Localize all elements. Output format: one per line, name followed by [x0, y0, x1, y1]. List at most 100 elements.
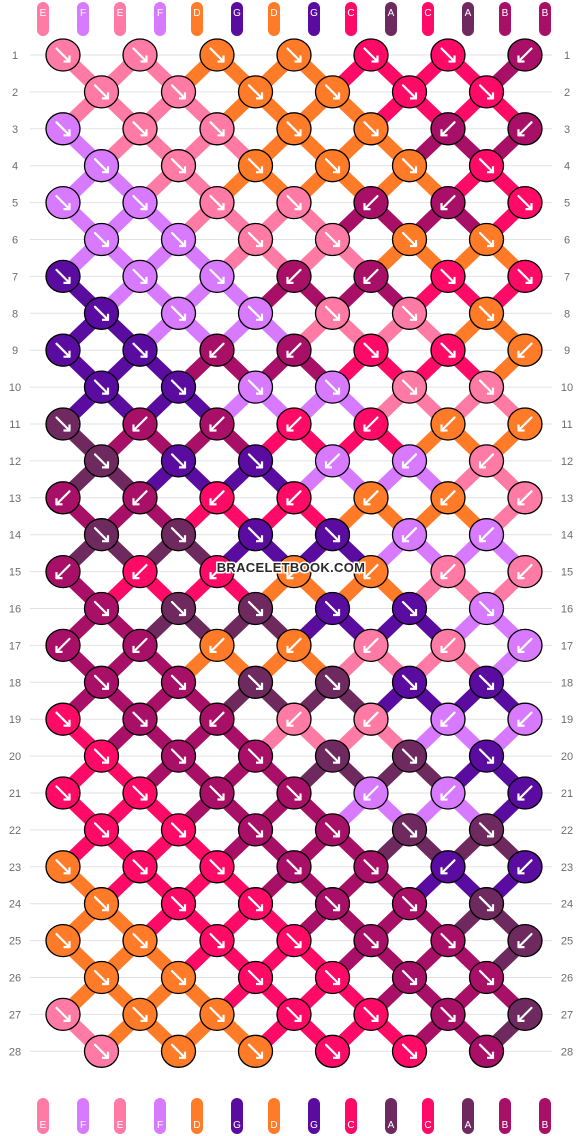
knot[interactable]: [160, 518, 197, 552]
knot[interactable]: [276, 997, 312, 1032]
knot[interactable]: [430, 923, 466, 958]
knot[interactable]: [237, 887, 274, 921]
knot[interactable]: [45, 702, 81, 736]
knot[interactable]: [430, 407, 466, 441]
knot[interactable]: [45, 407, 81, 441]
knot[interactable]: [391, 444, 428, 478]
knot[interactable]: [430, 702, 466, 736]
knot[interactable]: [122, 112, 158, 146]
knot[interactable]: [391, 149, 428, 183]
knot[interactable]: [237, 665, 274, 699]
knot[interactable]: [122, 185, 158, 220]
knot[interactable]: [353, 185, 389, 220]
knot[interactable]: [122, 628, 158, 663]
knot[interactable]: [430, 38, 466, 72]
knot[interactable]: [237, 518, 274, 552]
knot[interactable]: [122, 481, 158, 515]
knot[interactable]: [83, 813, 120, 847]
knot[interactable]: [468, 75, 505, 109]
knot[interactable]: [430, 776, 466, 810]
knot[interactable]: [353, 259, 389, 294]
knot[interactable]: [160, 222, 197, 257]
knot[interactable]: [199, 850, 235, 884]
knot[interactable]: [45, 112, 81, 146]
knot[interactable]: [83, 887, 120, 921]
knot[interactable]: [237, 370, 274, 404]
knot[interactable]: [391, 222, 428, 257]
knot[interactable]: [45, 628, 81, 663]
knot[interactable]: [83, 444, 120, 478]
knot[interactable]: [507, 850, 543, 884]
knot[interactable]: [160, 960, 197, 995]
knot[interactable]: [353, 407, 389, 441]
knot[interactable]: [468, 444, 505, 478]
knot[interactable]: [276, 481, 312, 515]
knot[interactable]: [199, 554, 235, 589]
knot[interactable]: [430, 333, 466, 367]
knot[interactable]: [199, 776, 235, 810]
knot[interactable]: [391, 591, 428, 626]
knot[interactable]: [276, 850, 312, 884]
knot[interactable]: [276, 776, 312, 810]
knot[interactable]: [391, 1034, 428, 1068]
knot[interactable]: [507, 407, 543, 441]
knot[interactable]: [199, 38, 235, 72]
knot[interactable]: [507, 112, 543, 146]
knot[interactable]: [430, 259, 466, 294]
knot[interactable]: [160, 1034, 197, 1068]
knot[interactable]: [391, 960, 428, 995]
knot[interactable]: [122, 554, 158, 589]
knot[interactable]: [237, 960, 274, 995]
knot[interactable]: [45, 185, 81, 220]
knot[interactable]: [83, 222, 120, 257]
knot[interactable]: [353, 38, 389, 72]
knot[interactable]: [468, 739, 505, 773]
knot[interactable]: [353, 628, 389, 663]
knot[interactable]: [507, 259, 543, 294]
knot[interactable]: [45, 38, 81, 72]
knot[interactable]: [468, 518, 505, 552]
knot[interactable]: [83, 149, 120, 183]
knot[interactable]: [160, 444, 197, 478]
knot[interactable]: [83, 296, 120, 330]
knot[interactable]: [314, 518, 351, 552]
knot[interactable]: [507, 923, 543, 958]
knot[interactable]: [468, 591, 505, 626]
knot[interactable]: [199, 112, 235, 146]
knot[interactable]: [314, 370, 351, 404]
knot[interactable]: [237, 296, 274, 330]
knot[interactable]: [353, 997, 389, 1032]
knot[interactable]: [160, 149, 197, 183]
knot[interactable]: [237, 444, 274, 478]
knot[interactable]: [314, 591, 351, 626]
knot[interactable]: [430, 997, 466, 1032]
knot[interactable]: [83, 591, 120, 626]
knot[interactable]: [314, 75, 351, 109]
knot[interactable]: [391, 518, 428, 552]
knot[interactable]: [276, 407, 312, 441]
knot[interactable]: [276, 923, 312, 958]
knot[interactable]: [199, 702, 235, 736]
knot[interactable]: [468, 887, 505, 921]
knot[interactable]: [507, 554, 543, 589]
knot[interactable]: [468, 222, 505, 257]
knot[interactable]: [237, 149, 274, 183]
knot[interactable]: [199, 997, 235, 1032]
knot[interactable]: [45, 554, 81, 589]
knot[interactable]: [353, 112, 389, 146]
knot[interactable]: [160, 665, 197, 699]
knot[interactable]: [276, 554, 312, 589]
knot[interactable]: [391, 370, 428, 404]
knot[interactable]: [353, 923, 389, 958]
knot[interactable]: [160, 296, 197, 330]
knot[interactable]: [430, 112, 466, 146]
knot[interactable]: [199, 628, 235, 663]
knot[interactable]: [353, 702, 389, 736]
knot[interactable]: [507, 776, 543, 810]
knot[interactable]: [237, 1034, 274, 1068]
knot[interactable]: [391, 813, 428, 847]
knot[interactable]: [468, 1034, 505, 1068]
knot[interactable]: [391, 75, 428, 109]
knot[interactable]: [314, 444, 351, 478]
knot[interactable]: [199, 481, 235, 515]
